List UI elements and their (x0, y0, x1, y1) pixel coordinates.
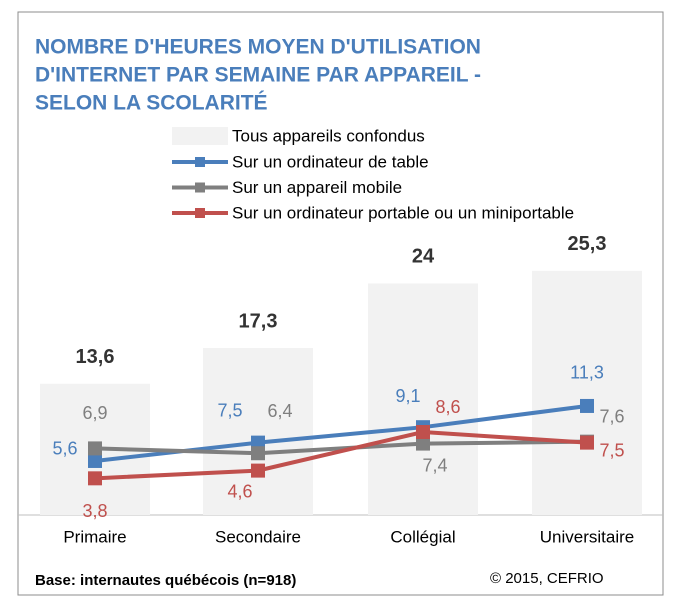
line-marker (251, 435, 265, 450)
line-value-label: 6,9 (82, 403, 107, 423)
line-value-label: 7,5 (217, 400, 242, 420)
x-tick-label: Collégial (390, 527, 455, 546)
line-value-label: 3,8 (82, 501, 107, 521)
legend-label: Tous appareils confondus (232, 126, 425, 145)
line-series (94, 439, 588, 456)
bar-value-label: 25,3 (568, 233, 607, 255)
source: © 2015, CEFRIO (490, 570, 604, 587)
line-value-label: 6,4 (267, 401, 292, 421)
line-marker (88, 453, 102, 468)
bar-value-label: 24 (412, 246, 435, 268)
line-value-label: 5,6 (52, 439, 77, 459)
bar-value-label: 17,3 (239, 310, 278, 332)
legend-marker (195, 182, 205, 193)
line-value-label: 4,6 (227, 481, 252, 501)
line-marker (88, 471, 102, 486)
legend-marker (195, 208, 205, 218)
bar-value-label: 13,6 (76, 346, 115, 368)
line-marker (416, 436, 430, 451)
legend-label: Sur un ordinateur de table (232, 152, 429, 171)
bar (532, 270, 642, 515)
line-marker (580, 398, 594, 413)
x-tick-label: Primaire (63, 527, 126, 546)
x-tick-label: Secondaire (215, 527, 301, 546)
line-value-label: 8,6 (435, 397, 460, 417)
footnote: Base: internautes québécois (n=918) (35, 572, 296, 589)
legend-marker (195, 157, 205, 167)
legend-label: Sur un appareil mobile (232, 178, 402, 197)
chart-title: NOMBRE D'HEURES MOYEN D'UTILISATION (35, 36, 481, 59)
chart-title: D'INTERNET PAR SEMAINE PAR APPAREIL - (35, 64, 481, 87)
bar (203, 348, 313, 515)
bar (368, 283, 478, 515)
line-value-label: 9,1 (395, 386, 420, 406)
line-value-label: 7,4 (422, 455, 447, 475)
line-value-label: 7,6 (599, 406, 624, 426)
line-marker (580, 435, 594, 450)
line-marker (251, 463, 265, 478)
line-marker (416, 425, 430, 440)
chart-title: SELON LA SCOLARITÉ (35, 92, 268, 115)
line-marker (251, 446, 265, 461)
x-tick-label: Universitaire (540, 527, 634, 546)
legend-swatch (172, 127, 228, 145)
line-value-label: 11,3 (570, 363, 604, 383)
line-series (94, 429, 588, 481)
line-value-label: 7,5 (599, 440, 624, 460)
legend-label: Sur un ordinateur portable ou un minipor… (232, 203, 574, 222)
line-marker (88, 441, 102, 456)
